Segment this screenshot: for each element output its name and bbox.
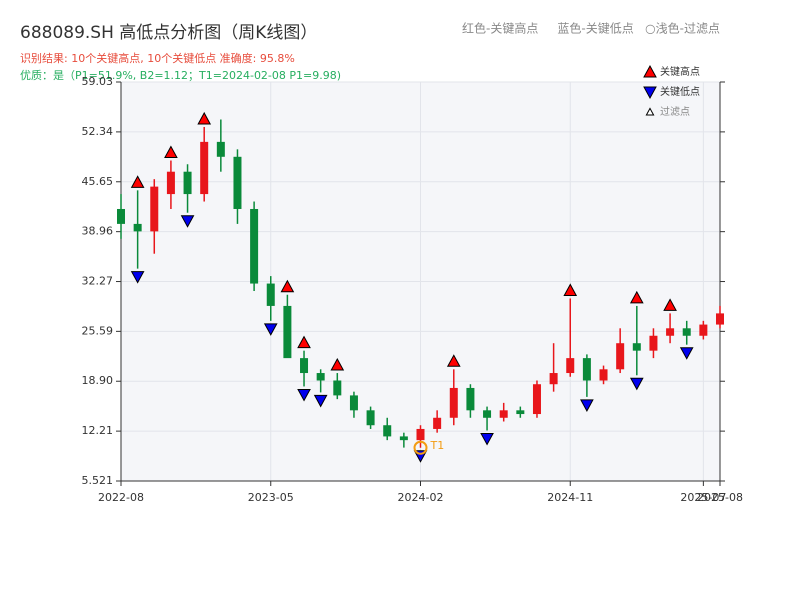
- y-tick-label: 38.96: [82, 225, 114, 238]
- high-marker: [663, 298, 677, 311]
- legend-label: 关键高点: [660, 65, 700, 78]
- candle-body: [333, 380, 342, 396]
- high-marker: [197, 111, 212, 125]
- legend-marker: [643, 86, 657, 100]
- high-marker: [297, 335, 311, 349]
- candle-body: [150, 186, 159, 232]
- candle-body: [250, 208, 259, 284]
- high-marker: [330, 357, 345, 371]
- candle-body: [516, 410, 525, 415]
- x-tick-label: 2024-02: [398, 491, 444, 504]
- candle-body: [399, 436, 408, 441]
- annotation-label: T1: [430, 439, 445, 452]
- high-marker: [164, 145, 178, 159]
- x-tick-label: 2025-08: [697, 491, 743, 504]
- y-tick-label: 52.34: [82, 125, 114, 138]
- candle-body: [682, 328, 691, 336]
- high-marker: [446, 354, 461, 367]
- candle-body: [383, 425, 392, 437]
- candle-body: [266, 283, 275, 306]
- candle-body: [466, 387, 475, 411]
- candle-body: [599, 369, 608, 381]
- high-marker: [280, 279, 295, 293]
- candle-body: [566, 358, 575, 374]
- y-tick-label: 32.27: [82, 275, 114, 288]
- x-tick-label: 2023-05: [248, 491, 294, 504]
- candle-body: [716, 313, 724, 325]
- candle-body: [233, 156, 242, 209]
- candle-body: [499, 410, 508, 418]
- legend-label: 关键低点: [660, 85, 700, 98]
- candle-body: [616, 343, 625, 370]
- high-marker: [563, 283, 578, 296]
- candle-body: [133, 223, 142, 232]
- legend-marker: [643, 64, 657, 78]
- low-marker: [180, 215, 195, 228]
- candle-body: [449, 387, 458, 418]
- legend-label: 过滤点: [660, 105, 690, 118]
- candle-body: [200, 141, 209, 195]
- candle-body: [349, 395, 358, 411]
- candle-body: [532, 384, 541, 415]
- y-tick-label: 5.521: [82, 474, 114, 487]
- annotation-marker: [413, 440, 428, 455]
- candle-body: [433, 417, 442, 429]
- y-tick-label: 45.65: [82, 175, 114, 188]
- y-tick-label: 12.21: [82, 424, 114, 437]
- high-marker: [130, 175, 145, 188]
- candle-body: [366, 410, 375, 426]
- low-marker: [629, 377, 644, 391]
- low-marker: [297, 388, 311, 402]
- candle-body: [416, 428, 425, 441]
- x-tick-label: 2022-08: [98, 491, 144, 504]
- candle-body: [166, 171, 175, 195]
- low-marker: [480, 432, 494, 446]
- y-tick-label: 18.90: [82, 374, 114, 387]
- high-marker: [629, 290, 644, 304]
- low-marker: [580, 399, 594, 412]
- candle-body: [283, 305, 292, 359]
- x-tick-label: 2024-11: [547, 491, 593, 504]
- y-tick-label: 25.59: [82, 324, 114, 337]
- y-tick-label: 59.03: [82, 75, 114, 88]
- candle-body: [649, 335, 658, 351]
- subtitle: 优质：是（P1=51.9%, B2=1.12；T1=2024-02-08 P1=…: [20, 69, 341, 82]
- candle-body: [549, 373, 558, 385]
- x-tick-label: 2025-07: [680, 491, 726, 504]
- candle-body: [300, 358, 309, 374]
- low-marker: [263, 323, 278, 336]
- candle-body: [117, 208, 125, 224]
- note: 红色-关键高点 蓝色-关键低点 ○浅色-过滤点: [462, 21, 720, 36]
- low-marker: [679, 347, 694, 360]
- chart-title: 688089.SH 高低点分析图（周K线图）: [20, 23, 317, 43]
- candle-body: [216, 141, 225, 157]
- candle-body: [699, 324, 708, 336]
- candle-body: [632, 343, 641, 351]
- legend-marker: [645, 107, 655, 116]
- low-marker: [313, 394, 328, 408]
- candle-body: [666, 328, 675, 336]
- candle-body: [316, 373, 325, 381]
- candle-body: [183, 171, 192, 195]
- subtitle: 识别结果: 10个关键高点, 10个关键低点 准确度: 95.8%: [20, 51, 295, 65]
- low-marker: [130, 271, 145, 284]
- candle-body: [483, 410, 492, 418]
- candle-body: [582, 358, 591, 381]
